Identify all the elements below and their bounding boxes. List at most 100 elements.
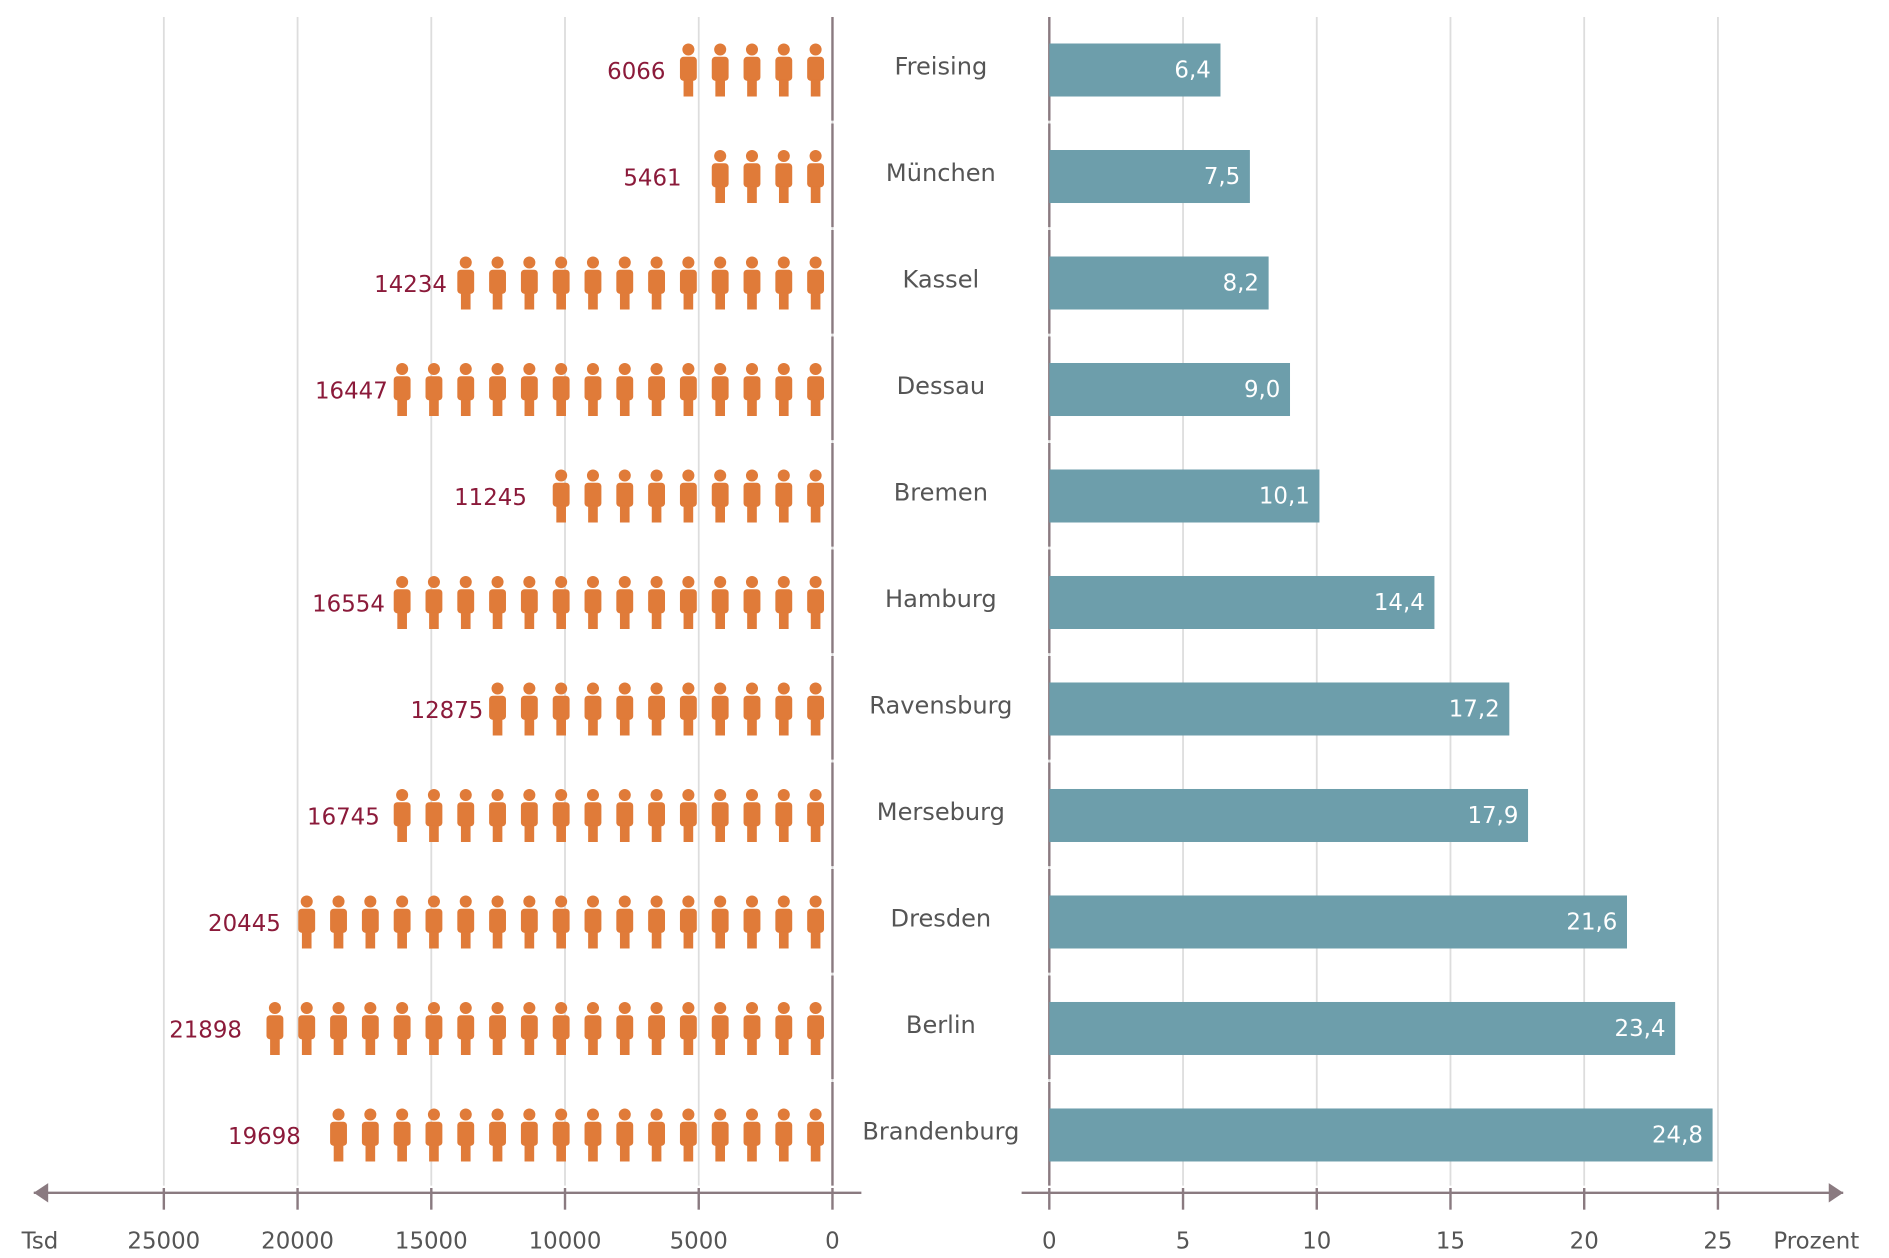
person-icon [520,1108,538,1162]
person-icon [648,469,666,523]
icon-legs [810,399,821,417]
icon-legs [747,79,757,97]
value-label: 16554 [312,591,385,617]
icon-legs [460,292,471,310]
icon-body [520,1015,538,1040]
person-icon [679,256,697,310]
person-icon [711,1001,729,1055]
icon-body [775,908,793,933]
icon-head [745,1001,759,1015]
icon-body [679,908,697,933]
icon-legs [683,292,694,310]
icon-head [491,788,504,802]
person-icon [330,1001,347,1055]
person-icon [425,1001,443,1055]
icon-body [775,1015,793,1040]
icon-head [745,150,759,163]
icon-body [616,1121,634,1146]
icon-head [396,1001,409,1015]
icon-head [650,788,663,802]
icon-legs [460,825,471,842]
icon-head [523,1001,536,1015]
icon-legs [588,505,598,523]
icon-legs [778,292,789,310]
value-label: 16745 [307,804,380,830]
person-icon [330,895,347,949]
icon-body [520,908,538,933]
icon-legs [715,186,726,204]
icon-head [491,1108,504,1121]
icon-legs [651,505,662,523]
icon-head [427,1108,440,1121]
person-icon [616,575,634,629]
value-label: 16447 [315,378,388,404]
icon-legs [492,825,503,842]
icon-legs [715,292,726,310]
person-icon [520,256,538,310]
person-icon [457,575,475,629]
person-icon [743,150,761,204]
icon-body [520,802,538,827]
person-icon [489,682,506,736]
bar [1049,469,1320,523]
icon-body [679,802,697,827]
icon-legs [651,825,662,842]
icon-body [520,269,538,294]
icon-legs [556,825,566,842]
icon-head [714,150,727,163]
icon-legs [460,399,471,417]
icon-body [425,802,443,827]
icon-head [396,788,409,802]
icon-head [555,469,568,482]
icon-body [393,376,411,401]
value-label: 20445 [208,911,281,937]
icon-head [714,43,727,56]
person-icon [489,1108,506,1162]
icon-legs [651,931,662,949]
icon-head [650,1108,663,1121]
icon-body [743,802,761,827]
category-label: Dessau [897,372,985,400]
category-label: Merseburg [877,798,1005,826]
icon-legs [588,825,598,842]
icon-body [584,269,602,294]
icon-legs [778,1144,789,1162]
icon-legs [397,1038,407,1055]
icon-head [777,895,790,908]
person-icon [743,1108,761,1162]
person-icon [552,682,570,736]
person-icon [457,1108,475,1162]
icon-body [711,1121,729,1146]
category-label: Kassel [903,266,980,294]
icon-body [807,269,825,294]
person-icon [711,469,729,523]
icon-body [711,56,729,81]
icon-body [266,1015,284,1040]
icon-legs [810,931,821,949]
icon-body [425,589,443,614]
icon-body [489,376,506,401]
icon-legs [619,292,630,310]
person-icon [425,895,443,949]
person-icon [584,256,602,310]
person-icon [584,895,602,949]
category-label: Hamburg [885,585,997,613]
icon-legs [556,612,566,629]
person-icon [679,788,697,842]
icon-head [809,362,822,376]
icon-legs [365,1144,376,1162]
icon-legs [651,399,662,417]
icon-legs [747,1144,757,1162]
icon-head [586,682,599,695]
icon-body [489,269,506,294]
person-icon [679,43,697,97]
x-tick-label: 25 [1703,1229,1732,1255]
icon-legs [619,399,630,417]
pictogram-bar [393,575,825,629]
person-icon [584,362,602,417]
icon-head [364,895,377,908]
icon-body [648,376,666,401]
icon-legs [619,1144,630,1162]
icon-body [330,1121,347,1146]
person-icon [520,682,538,736]
